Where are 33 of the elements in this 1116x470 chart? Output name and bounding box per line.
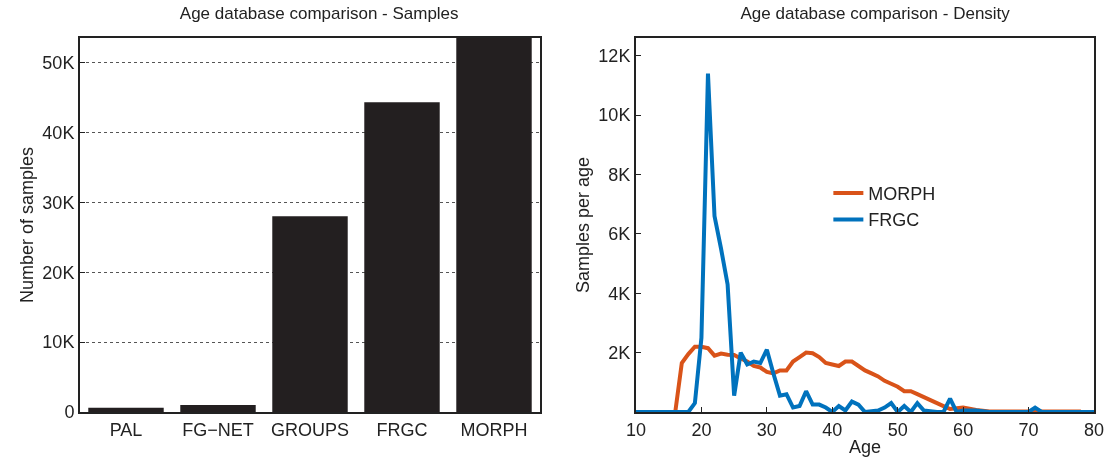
x-tick-label: 30 <box>756 419 777 440</box>
x-tick-label: GROUPS <box>270 419 350 440</box>
y-tick-label: 30K <box>42 192 75 213</box>
y-tick-label: 2K <box>608 342 631 363</box>
y-tick-label: 50K <box>42 52 75 73</box>
y-tick-label: 10K <box>598 105 631 126</box>
line-series <box>636 71 1094 412</box>
legend-label: FRGC <box>868 210 920 231</box>
x-tick-label: PAL <box>109 419 143 440</box>
y-tick-label: 20K <box>42 262 75 283</box>
x-tick-label: 40 <box>822 419 843 440</box>
x-tick-label: 20 <box>691 419 712 440</box>
chart-title: Age database comparison - Samples <box>179 3 459 23</box>
y-tick-label: 4K <box>608 283 631 304</box>
y-tick-label: 6K <box>608 224 631 245</box>
y-tick-label: 0 <box>64 402 75 423</box>
y-axis-title: Samples per age <box>573 156 593 294</box>
y-tick-label: 8K <box>608 164 631 185</box>
y-tick-label: 12K <box>598 46 631 67</box>
x-tick-label: 80 <box>1083 419 1105 440</box>
x-tick-label: FRGC <box>376 419 428 440</box>
y-tick-label: 10K <box>42 332 75 353</box>
x-tick-label: 70 <box>1018 419 1039 440</box>
x-tick-label: 50 <box>887 419 908 440</box>
y-axis-title: Number of samples <box>17 146 37 304</box>
chart-title: Age database comparison - Density <box>740 3 1011 23</box>
x-tick-label: MORPH <box>460 419 528 440</box>
x-axis-title: Age <box>848 437 882 458</box>
y-tick-label: 40K <box>42 122 75 143</box>
x-tick-label: 10 <box>625 419 647 440</box>
legend-label: MORPH <box>868 184 936 205</box>
x-tick-label: FG−NET <box>182 419 254 440</box>
x-tick-label: 60 <box>953 419 974 440</box>
